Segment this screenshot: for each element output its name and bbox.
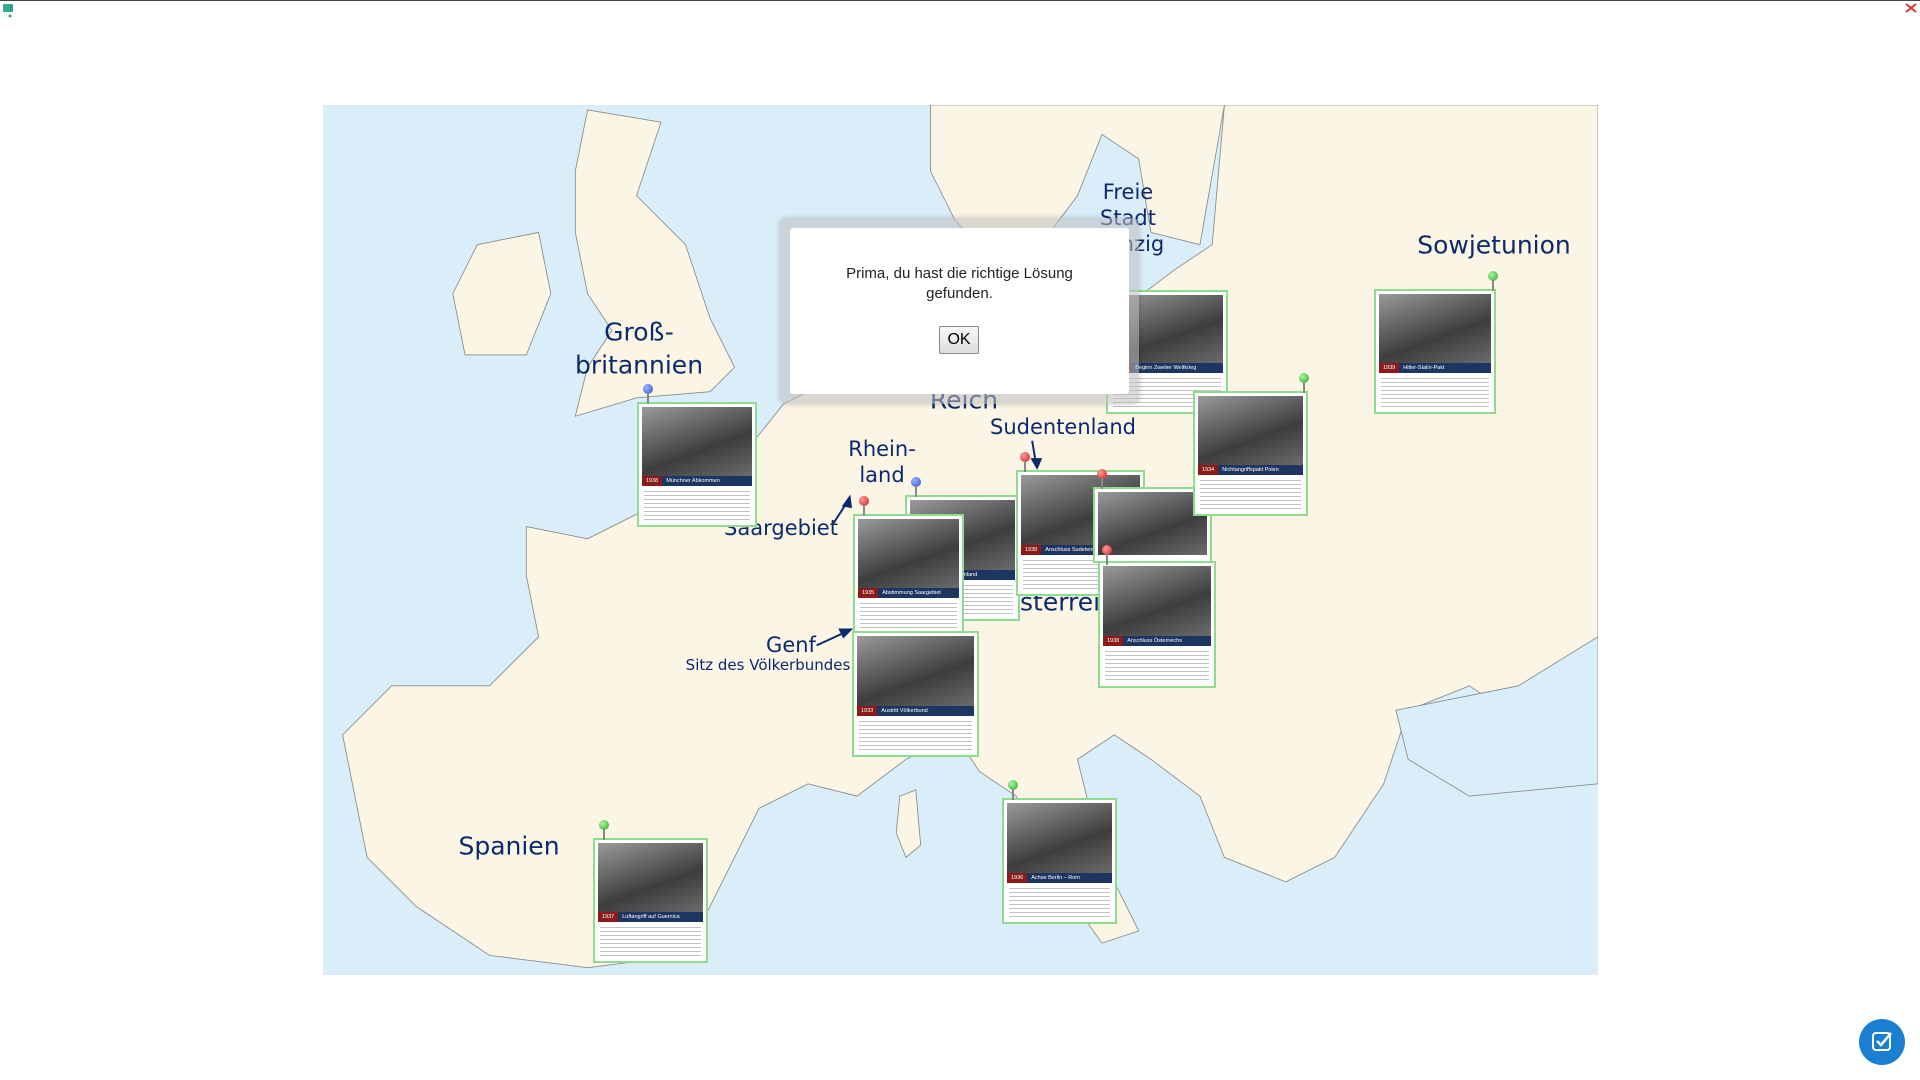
card-year: 1936 xyxy=(1007,872,1028,883)
card-title-bar: 1937 Luftangriff auf Guernica xyxy=(598,911,703,922)
card-title-bar: 1934 Nichtangriffspakt Polen xyxy=(1198,464,1303,475)
map-label: Sowjetunion xyxy=(1417,230,1571,260)
top-border xyxy=(0,0,1920,1)
card-year: 1935 xyxy=(858,587,879,598)
map-label: Spanien xyxy=(458,831,560,861)
ok-button[interactable]: OK xyxy=(939,326,979,354)
card-year: 1939 xyxy=(1379,362,1400,373)
card-title-bar: 1938 Anschluss Österreichs xyxy=(1103,636,1211,647)
card-text xyxy=(1009,886,1110,918)
card-title: Hitler-Stalin-Pakt xyxy=(1403,364,1445,371)
card-text xyxy=(859,719,972,751)
dialog-message: Prima, du hast die richtige Lösung gefun… xyxy=(846,265,1073,302)
check-button[interactable] xyxy=(1859,1019,1905,1065)
card-title: Münchner Abkommen xyxy=(666,477,720,484)
event-card[interactable]: 1935 Abstimmung Saargebiet xyxy=(853,496,964,639)
card-text xyxy=(600,925,701,957)
card-photo xyxy=(858,519,959,588)
card-year: 1937 xyxy=(598,911,619,922)
card-title-bar: 1936 Achse Berlin – Rom xyxy=(1007,872,1112,883)
event-card[interactable]: 1939 Hitler-Stalin-Pakt xyxy=(1374,271,1498,414)
card-title-bar: 1933 Austritt Völkerbund xyxy=(857,705,974,716)
card-text xyxy=(1200,478,1301,510)
event-card[interactable]: 1937 Luftangriff auf Guernica xyxy=(593,820,708,963)
map-label: Groß- xyxy=(604,317,674,347)
map-label: Freie xyxy=(1102,180,1154,204)
card-title: Abstimmung Saargebiet xyxy=(882,589,941,596)
card-photo xyxy=(1103,566,1211,637)
map-label: land xyxy=(859,463,905,487)
card-year: 1934 xyxy=(1198,464,1219,475)
card-photo xyxy=(642,407,752,476)
card-photo xyxy=(1379,294,1491,363)
card-title: Anschluss Österreichs xyxy=(1127,638,1182,645)
card-title: Beginn Zweiter Weltkrieg xyxy=(1135,365,1197,372)
event-card[interactable] xyxy=(1093,469,1212,563)
card-photo xyxy=(857,636,974,706)
event-card[interactable]: 1938 Anschluss Österreichs xyxy=(1098,545,1216,688)
card-year: 1933 xyxy=(857,705,878,716)
card-year: 1938 xyxy=(1103,636,1124,647)
card-title: Achse Berlin – Rom xyxy=(1031,874,1080,881)
card-photo xyxy=(1198,396,1303,465)
card-title-bar: 1938 Anschluss Sudetenland xyxy=(1021,544,1140,555)
card-title-bar: 1935 Abstimmung Saargebiet xyxy=(858,587,959,598)
card-year: 1938 xyxy=(642,475,663,486)
map-label: britannien xyxy=(574,350,704,380)
event-card[interactable]: 1936 Achse Berlin – Rom xyxy=(1002,780,1117,924)
card-title-bar: 1938 Münchner Abkommen xyxy=(642,475,752,486)
card-text xyxy=(860,601,957,633)
card-text xyxy=(1105,650,1209,682)
card-photo xyxy=(1007,803,1112,873)
map-label: Genf xyxy=(766,633,816,657)
card-title: Austritt Völkerbund xyxy=(881,707,928,714)
dialog: Prima, du hast die richtige Lösung gefun… xyxy=(790,228,1129,394)
card-title-bar: 1939 Hitler-Stalin-Pakt xyxy=(1379,362,1491,373)
card-text xyxy=(644,489,750,521)
help-icon[interactable] xyxy=(2,2,18,18)
card-text xyxy=(1381,376,1489,408)
card-title: Luftangriff auf Guernica xyxy=(622,913,680,920)
dialog-frame: Prima, du hast die richtige Lösung gefun… xyxy=(780,218,1139,404)
map-label: Rhein- xyxy=(848,437,916,461)
card-title: Anschluss Sudetenland xyxy=(1045,546,1103,553)
close-icon[interactable] xyxy=(1904,2,1918,14)
card-photo xyxy=(598,843,703,912)
event-card[interactable]: 1933 Austritt Völkerbund xyxy=(852,631,979,757)
map-label: Sudentenland xyxy=(989,415,1137,439)
card-year: 1938 xyxy=(1021,544,1042,555)
event-card[interactable]: 1934 Nichtangriffspakt Polen xyxy=(1193,373,1309,516)
map-label: Sitz des Völkerbundes xyxy=(685,656,851,674)
event-card[interactable]: 1938 Münchner Abkommen xyxy=(637,384,757,527)
card-title: Nichtangriffspakt Polen xyxy=(1222,466,1279,473)
check-icon xyxy=(1872,1032,1892,1051)
